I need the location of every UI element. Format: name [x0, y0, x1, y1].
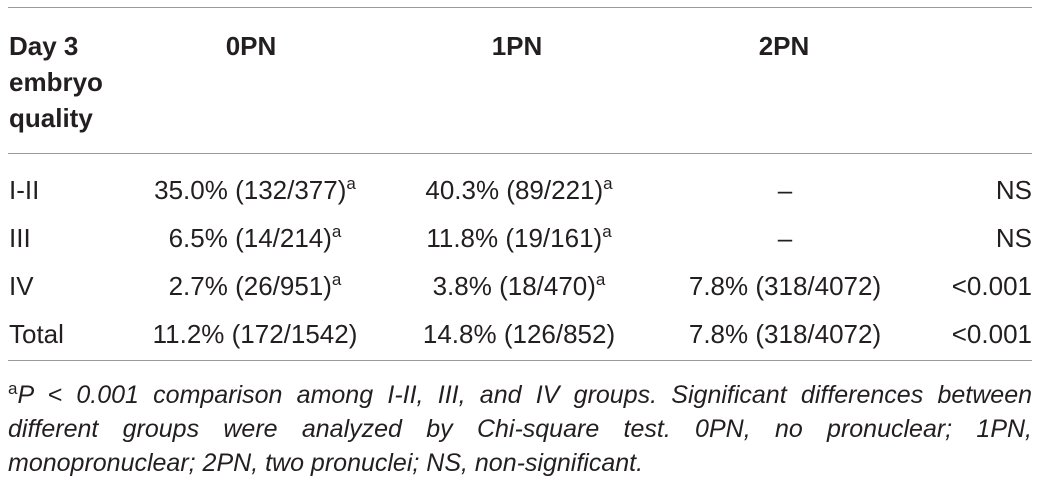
row-label: IV [9, 271, 34, 301]
table-row: III 6.5% (14/214)a 11.8% (19/161)a – NS [0, 214, 1040, 262]
cell-1pn: 40.3% (89/221)a [425, 174, 613, 205]
row-label: Total [9, 319, 64, 349]
cell-1pn: 14.8% (126/852) [422, 319, 616, 349]
footnote-marker: a [8, 379, 18, 398]
table-row: I-II 35.0% (132/377)a 40.3% (89/221)a – … [0, 166, 1040, 214]
cell-p-value: <0.001 [951, 319, 1032, 349]
row-label: III [9, 223, 31, 253]
cell-1pn: 3.8% (18/470)a [432, 270, 606, 301]
header-0pn: 0PN [225, 31, 277, 61]
superscript-marker: a [595, 270, 606, 289]
cell-2pn: – [777, 175, 793, 205]
superscript-marker: a [603, 174, 613, 193]
table-footnote: aP < 0.001 comparison among I-II, III, a… [8, 378, 1032, 480]
footnote-text: P < 0.001 comparison among I-II, III, an… [8, 381, 1032, 477]
table-top-rule [8, 7, 1032, 8]
header-line-2: embryo [9, 67, 103, 97]
cell-0pn: 35.0% (132/377)a [154, 174, 356, 205]
header-2pn: 2PN [758, 31, 810, 61]
header-line-1: Day 3 [9, 31, 79, 61]
superscript-marker: a [331, 222, 342, 241]
cell-2pn: – [777, 223, 793, 253]
row-label: I-II [9, 175, 40, 205]
cell-1pn: 11.8% (19/161)a [426, 222, 612, 253]
table-row: IV 2.7% (26/951)a 3.8% (18/470)a 7.8% (3… [0, 262, 1040, 310]
cell-p-value: NS [995, 223, 1032, 253]
table-bottom-rule [8, 360, 1032, 361]
header-day3-embryo-quality: Day 3 embryo quality [9, 28, 149, 136]
superscript-marker: a [602, 222, 612, 241]
header-line-3: quality [9, 103, 93, 133]
cell-2pn: 7.8% (318/4072) [688, 271, 882, 301]
table-row: Total 11.2% (172/1542) 14.8% (126/852) 7… [0, 310, 1040, 358]
cell-0pn: 2.7% (26/951)a [168, 270, 342, 301]
cell-2pn: 7.8% (318/4072) [688, 319, 882, 349]
table-header-rule [8, 153, 1032, 154]
cell-p-value: <0.001 [951, 271, 1032, 301]
cell-p-value: NS [995, 175, 1032, 205]
cell-0pn: 6.5% (14/214)a [168, 222, 342, 253]
header-1pn: 1PN [491, 31, 543, 61]
cell-0pn: 11.2% (172/1542) [152, 319, 358, 349]
superscript-marker: a [346, 174, 356, 193]
superscript-marker: a [331, 270, 342, 289]
